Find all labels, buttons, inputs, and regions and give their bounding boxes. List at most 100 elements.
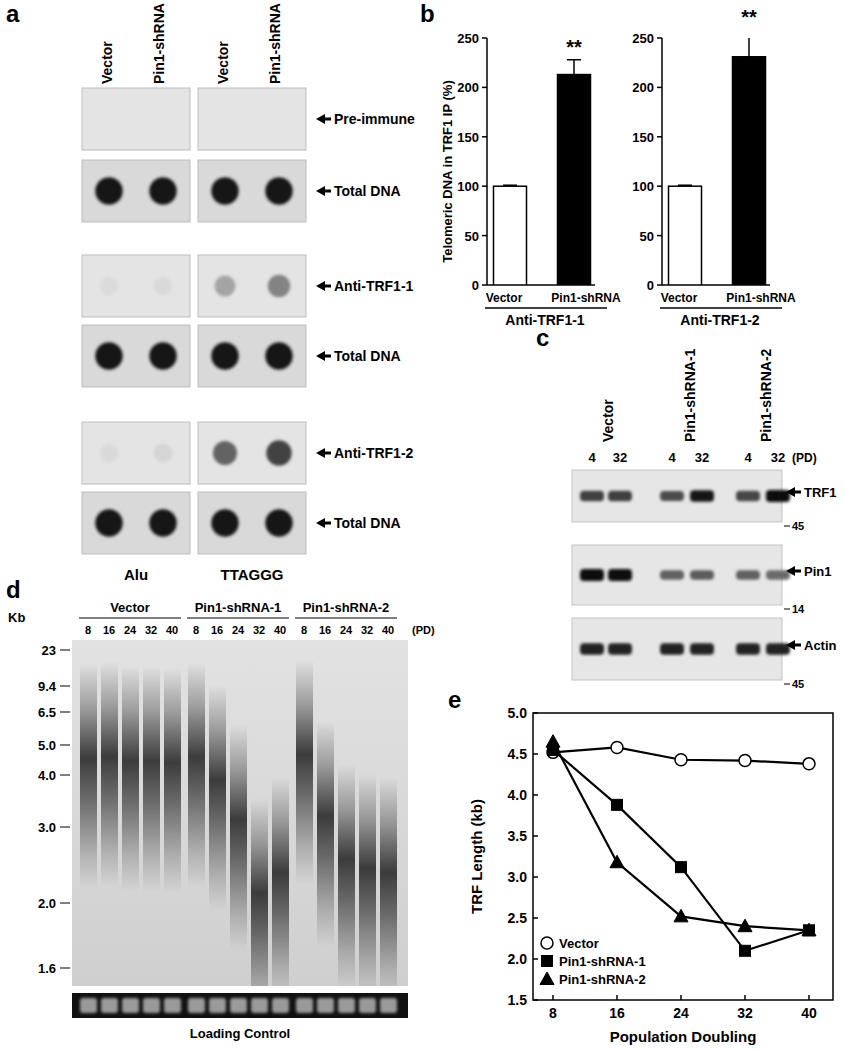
tick — [533, 835, 538, 837]
group-header: Pin1-shRNA-1 — [682, 348, 698, 442]
dot — [95, 177, 123, 205]
error-bar — [567, 60, 581, 75]
error-line — [748, 38, 750, 57]
tick-label: 100 — [632, 179, 654, 194]
group-header: Pin1-shRNA-1 — [195, 600, 282, 615]
dot — [211, 342, 239, 370]
point — [676, 862, 687, 873]
figure: abcdeVectorPin1-shRNAAluVectorPin1-shRNA… — [0, 0, 845, 1050]
blot-box — [572, 470, 782, 522]
dot — [266, 440, 292, 466]
underline — [187, 617, 289, 618]
loading-band — [101, 998, 118, 1013]
band — [690, 643, 714, 654]
dot — [154, 277, 173, 296]
tick-label: 150 — [457, 130, 479, 145]
loading-band — [380, 998, 397, 1013]
pd-label: 32 — [695, 450, 709, 465]
tick-label: 24 — [673, 1005, 689, 1021]
tick-label: 5.0 — [508, 705, 528, 721]
probe-label: Alu — [124, 566, 148, 583]
bar — [669, 186, 702, 285]
pd-unit: (PD) — [412, 624, 435, 636]
blot-box — [198, 255, 306, 317]
dot — [215, 276, 236, 297]
blot-box — [82, 422, 190, 484]
dot — [149, 342, 177, 370]
legend-marker — [540, 972, 554, 985]
dot — [268, 275, 291, 298]
point — [610, 855, 624, 868]
pd-label: 32 — [361, 624, 373, 636]
loading-band — [209, 998, 226, 1013]
band — [690, 490, 714, 502]
tick-label: 23 — [42, 643, 56, 658]
tick — [533, 917, 538, 919]
y-axis — [486, 38, 488, 285]
group-header: Vector — [600, 399, 616, 442]
column-header: Vector — [215, 41, 231, 84]
blot-box — [82, 88, 190, 150]
blot-box — [82, 255, 190, 317]
tick-label: 3.5 — [508, 828, 528, 844]
tick-label: 3.0 — [38, 820, 56, 835]
loading-band — [338, 998, 355, 1013]
error-cap — [678, 184, 692, 186]
tick-label: 9.4 — [38, 679, 57, 694]
significance: ** — [566, 36, 582, 58]
band — [580, 643, 604, 654]
plot-frame — [533, 713, 833, 1000]
tick-label: 0 — [647, 278, 654, 293]
tick-label: 50 — [465, 229, 479, 244]
x-title: Anti-TRF1-2 — [680, 312, 760, 328]
blot-box — [82, 160, 190, 222]
pd-label: 40 — [382, 624, 394, 636]
smear — [359, 774, 376, 986]
tick — [616, 995, 618, 1000]
pd-label: 16 — [103, 624, 115, 636]
point — [674, 909, 688, 922]
category-label: Pin1-shRNA — [551, 291, 621, 305]
loading-band — [272, 998, 289, 1013]
line — [553, 742, 809, 931]
band — [660, 570, 684, 580]
tick-label: 0 — [472, 278, 479, 293]
point — [740, 945, 751, 956]
legend-label: Pin1-shRNA-1 — [559, 954, 646, 969]
band — [580, 491, 604, 502]
dot — [265, 342, 293, 370]
line — [553, 750, 809, 951]
band — [736, 570, 760, 580]
smear — [143, 667, 160, 892]
pd-label: 8 — [301, 624, 307, 636]
tick-label: 1.6 — [38, 961, 56, 976]
column-header: Pin1-shRNA — [151, 3, 167, 84]
dot — [265, 509, 293, 537]
point — [739, 755, 751, 767]
tick-label: 2.0 — [508, 951, 528, 967]
arrow — [316, 351, 331, 361]
bar — [494, 186, 527, 285]
gel — [72, 640, 408, 986]
error-bar — [503, 185, 517, 187]
tick — [60, 712, 70, 713]
pd-label: 32 — [253, 624, 265, 636]
error-bar — [678, 185, 692, 187]
arrow — [786, 566, 801, 576]
dot — [149, 177, 177, 205]
blot-box — [82, 492, 190, 554]
smear — [296, 660, 313, 885]
loading-band — [251, 998, 268, 1013]
tick-label: 50 — [640, 229, 654, 244]
arrow — [786, 640, 801, 650]
legend-marker — [541, 937, 553, 949]
dot — [213, 441, 237, 465]
dot — [211, 177, 239, 205]
arrow — [316, 281, 331, 291]
blot-box — [82, 325, 190, 387]
bars — [669, 38, 766, 285]
arrow — [316, 114, 331, 124]
blot-box — [198, 325, 306, 387]
tick — [533, 794, 538, 796]
tick-label: 3.0 — [508, 869, 528, 885]
